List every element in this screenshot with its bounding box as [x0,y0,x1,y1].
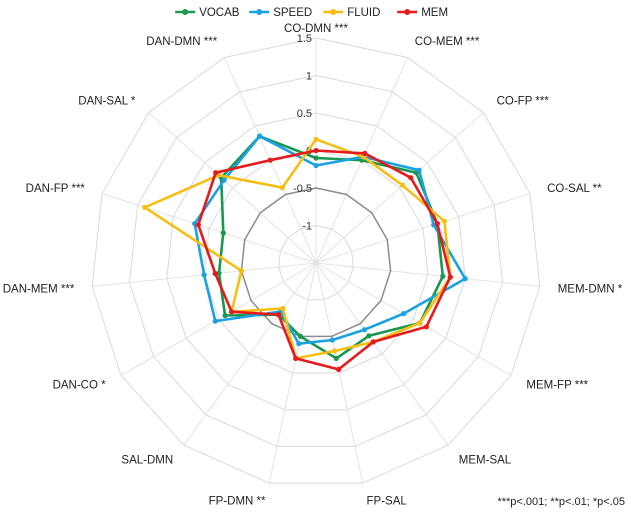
grid-layer: -1-0.500.511.5 [91,33,541,484]
data-point-vocab [440,273,446,279]
category-label-dan-sal: DAN-SAL * [78,95,136,107]
data-point-fluid [399,182,405,188]
legend-label-mem: MEM [421,7,448,19]
data-point-speed [296,341,302,347]
category-label-dan-dmn: DAN-DMN *** [146,36,217,48]
data-point-speed [201,272,207,278]
data-point-vocab [366,333,372,339]
legend-marker-mem [404,9,411,15]
axis-tick-label: -1 [302,221,312,233]
series-line-fluid [143,138,452,360]
data-point-speed [257,133,263,139]
data-point-mem [229,309,235,315]
category-label-fp-sal: FP-SAL [367,496,408,508]
data-point-speed [401,311,407,317]
data-point-mem [313,147,319,154]
grid-ring [203,149,429,374]
category-label-dan-fp: DAN-FP *** [26,183,86,195]
legend: VOCAB SPEED FLUID MEM [175,7,448,19]
category-label-fp-dmn: FP-DMN ** [209,496,266,508]
category-label-sal-dmn: SAL-DMN [121,455,173,467]
category-label-co-sal: CO-SAL ** [547,183,602,195]
legend-marker-fluid [330,9,337,15]
data-point-speed [221,177,227,183]
series-line-vocab [217,134,445,360]
category-label-co-mem: CO-MEM *** [415,36,480,48]
data-point-mem [293,355,299,361]
data-point-mem [336,366,342,372]
series-layer [142,133,468,372]
data-point-mem [213,170,219,176]
data-point-fluid [441,218,447,224]
data-point-mem [195,222,201,228]
data-point-vocab [297,333,303,339]
legend-label-vocab: VOCAB [199,7,240,19]
data-point-fluid [417,320,423,326]
data-point-speed [212,318,218,324]
data-point-speed [313,162,319,169]
axis-tick-label: 1.5 [297,33,312,45]
category-label-mem-sal: MEM-SAL [459,455,512,467]
legend-item-speed: SPEED [249,7,312,19]
category-label-mem-dmn: MEM-DMN * [558,283,623,295]
legend-label-speed: SPEED [273,7,312,19]
legend-label-fluid: FLUID [347,7,380,19]
data-point-speed [361,327,368,333]
legend-item-fluid: FLUID [323,7,380,19]
data-point-fluid [142,204,148,210]
data-point-speed [462,276,468,282]
data-point-fluid [280,305,286,312]
grid-ring [128,74,504,447]
legend-item-mem: MEM [397,7,448,19]
data-point-mem [370,339,376,345]
data-point-vocab [220,230,226,236]
data-point-speed [416,167,422,173]
data-point-fluid [238,268,244,274]
category-label-dan-co: DAN-CO * [53,380,107,392]
data-point-mem [423,324,429,330]
legend-marker-speed [256,9,263,15]
grid-ring [166,112,466,411]
data-point-vocab [333,355,339,361]
grid-ring [240,187,392,338]
series-line-speed [193,134,467,346]
data-point-mem [447,274,453,280]
data-point-mem [267,157,273,163]
data-point-vocab [222,312,228,319]
significance-footnote: ***p<.001; **p<.01; *p<.05 [497,496,625,508]
data-point-mem [362,150,368,156]
data-point-mem [434,221,440,227]
category-label-dan-mem: DAN-MEM *** [3,283,75,295]
label-layer: CO-DMN *** CO-MEM *** CO-FP *** CO-SAL ** ME… [3,23,623,508]
category-label-co-fp: CO-FP *** [497,95,550,107]
axis-tick-label: 1 [306,71,312,83]
axis-tick-label: -0.5 [293,183,312,195]
category-label-co-dmn: CO-DMN *** [284,23,348,35]
axis-tick-label: 0.5 [297,108,312,120]
legend-marker-vocab [182,9,189,15]
series-line-mem [197,149,452,371]
data-point-mem [408,175,414,181]
legend-item-vocab: VOCAB [175,7,240,19]
data-point-speed [329,337,335,343]
data-point-fluid [279,185,285,191]
data-point-fluid [332,348,338,354]
grid-ring [91,37,541,484]
data-point-vocab [313,155,319,161]
category-label-mem-fp: MEM-FP *** [526,380,588,392]
data-point-mem [275,312,282,318]
data-point-fluid [313,136,319,142]
grid-ring [278,224,354,301]
data-point-mem [212,271,218,277]
